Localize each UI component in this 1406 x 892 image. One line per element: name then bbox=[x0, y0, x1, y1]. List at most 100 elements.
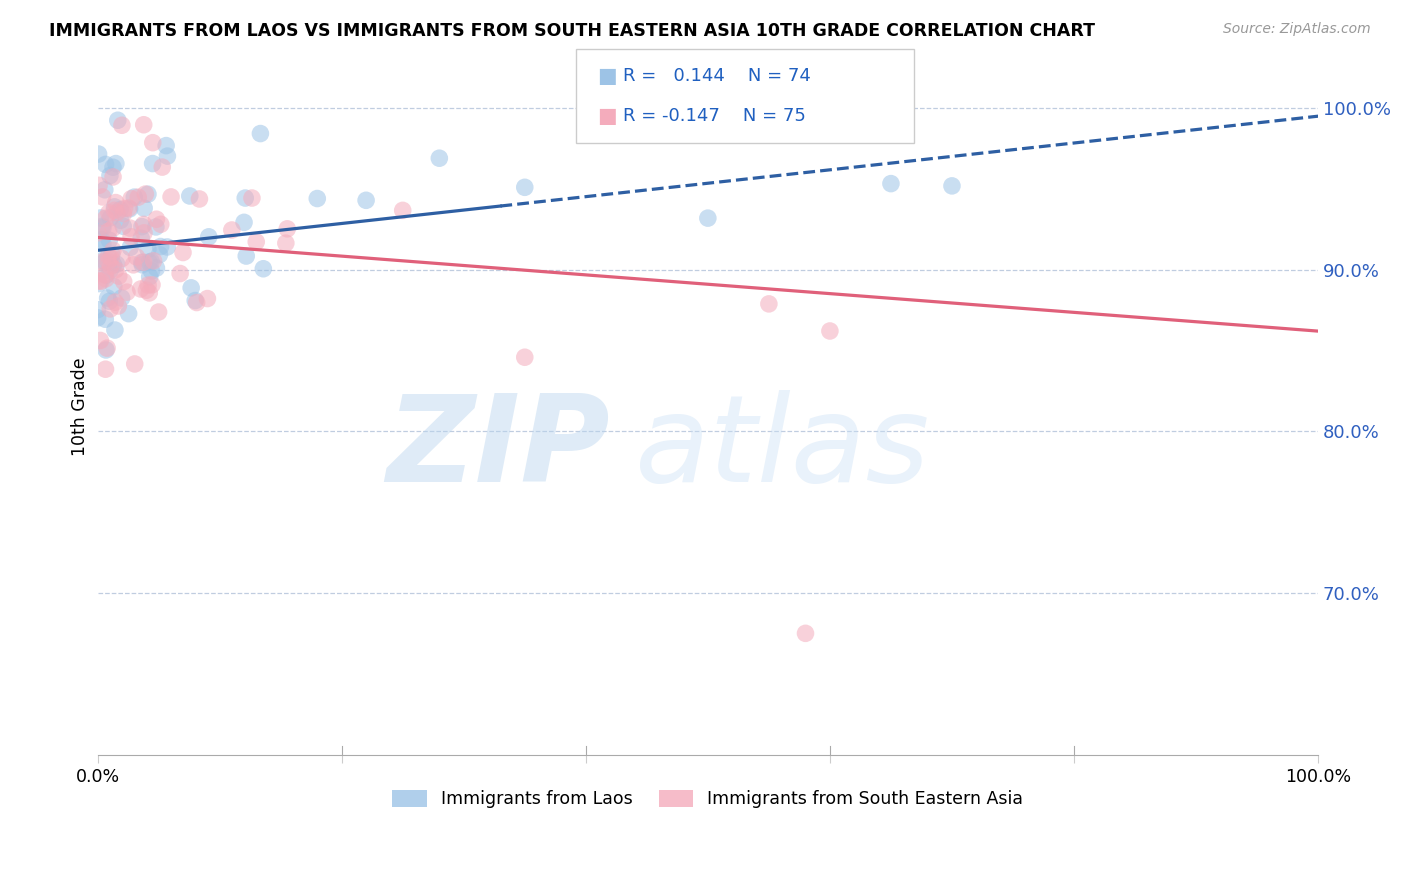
Point bbox=[90, 253, 112, 268]
Point bbox=[91, 236, 114, 251]
Point bbox=[513, 351, 536, 365]
Point bbox=[125, 250, 148, 264]
Point bbox=[197, 230, 219, 244]
Point bbox=[132, 218, 155, 232]
Point bbox=[252, 261, 274, 276]
Point bbox=[427, 151, 450, 165]
Point bbox=[112, 219, 135, 234]
Point bbox=[124, 357, 146, 371]
Point bbox=[97, 254, 120, 268]
Point bbox=[98, 301, 121, 316]
Point bbox=[107, 113, 129, 128]
Point bbox=[98, 263, 121, 277]
Point bbox=[101, 244, 124, 258]
Point bbox=[274, 236, 297, 251]
Point bbox=[90, 211, 112, 225]
Point bbox=[98, 211, 121, 225]
Point bbox=[391, 203, 413, 218]
Point bbox=[101, 221, 124, 235]
Point bbox=[87, 277, 110, 291]
Point bbox=[233, 191, 256, 205]
Point bbox=[86, 310, 108, 325]
Point bbox=[94, 343, 117, 357]
Point bbox=[107, 299, 129, 313]
Point bbox=[103, 203, 125, 218]
Point bbox=[138, 285, 160, 300]
Point bbox=[142, 136, 165, 150]
Point bbox=[131, 258, 153, 272]
Point bbox=[104, 156, 127, 170]
Point bbox=[90, 233, 112, 247]
Point bbox=[696, 211, 718, 226]
Point bbox=[180, 281, 202, 295]
Point bbox=[94, 157, 117, 171]
Point bbox=[142, 253, 165, 268]
Point bbox=[276, 222, 298, 236]
Point bbox=[118, 202, 141, 216]
Point bbox=[513, 180, 536, 194]
Point bbox=[148, 305, 170, 319]
Point bbox=[91, 219, 114, 234]
Point bbox=[118, 201, 141, 215]
Point bbox=[97, 224, 120, 238]
Point bbox=[127, 190, 149, 204]
Point bbox=[249, 127, 271, 141]
Point bbox=[105, 257, 128, 271]
Point bbox=[90, 255, 112, 269]
Point bbox=[129, 282, 152, 296]
Point bbox=[98, 294, 121, 309]
Point bbox=[101, 169, 124, 184]
Point bbox=[94, 362, 117, 376]
Point bbox=[142, 156, 165, 170]
Point bbox=[112, 275, 135, 289]
Point bbox=[132, 226, 155, 240]
Point bbox=[101, 161, 124, 175]
Point bbox=[120, 229, 142, 244]
Point bbox=[141, 277, 163, 292]
Point bbox=[87, 178, 110, 193]
Point bbox=[96, 341, 118, 355]
Point bbox=[145, 212, 167, 227]
Point bbox=[235, 249, 257, 263]
Point bbox=[103, 279, 125, 293]
Point bbox=[136, 187, 159, 202]
Point bbox=[941, 178, 963, 193]
Point bbox=[97, 249, 120, 263]
Point bbox=[156, 240, 179, 254]
Text: ■: ■ bbox=[598, 65, 617, 86]
Point bbox=[110, 202, 132, 217]
Point bbox=[148, 247, 170, 261]
Point bbox=[135, 283, 157, 297]
Point bbox=[104, 295, 127, 310]
Legend: Immigrants from Laos, Immigrants from South Eastern Asia: Immigrants from Laos, Immigrants from So… bbox=[385, 783, 1031, 815]
Point bbox=[138, 255, 160, 269]
Point bbox=[111, 252, 134, 266]
Point bbox=[150, 160, 173, 174]
Point bbox=[149, 217, 172, 231]
Point bbox=[115, 285, 138, 300]
Point bbox=[97, 206, 120, 220]
Point bbox=[145, 261, 167, 276]
Point bbox=[87, 274, 110, 288]
Point bbox=[221, 223, 243, 237]
Point bbox=[111, 291, 134, 305]
Point bbox=[233, 215, 256, 229]
Point bbox=[880, 177, 903, 191]
Point bbox=[155, 138, 177, 153]
Point bbox=[134, 187, 156, 202]
Point bbox=[240, 191, 263, 205]
Point bbox=[105, 205, 128, 219]
Point bbox=[103, 200, 125, 214]
Point bbox=[149, 239, 172, 253]
Point bbox=[122, 258, 145, 272]
Point bbox=[104, 323, 127, 337]
Point bbox=[87, 147, 110, 161]
Point bbox=[94, 268, 117, 283]
Point bbox=[156, 149, 179, 163]
Point bbox=[141, 264, 163, 278]
Point bbox=[188, 192, 211, 206]
Point bbox=[98, 169, 121, 183]
Text: R = -0.147    N = 75: R = -0.147 N = 75 bbox=[623, 107, 806, 125]
Y-axis label: 10th Grade: 10th Grade bbox=[72, 358, 89, 457]
Point bbox=[245, 235, 267, 249]
